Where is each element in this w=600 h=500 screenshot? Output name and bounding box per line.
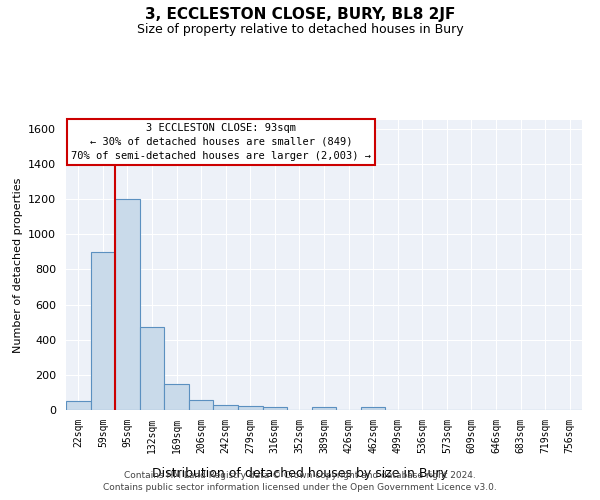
Bar: [91, 252, 115, 410]
Bar: [312, 408, 336, 410]
Y-axis label: Number of detached properties: Number of detached properties: [13, 178, 23, 352]
Bar: [263, 408, 287, 410]
Text: Distribution of detached houses by size in Bury: Distribution of detached houses by size …: [152, 467, 448, 480]
Bar: [238, 406, 263, 410]
Bar: [115, 199, 140, 410]
Bar: [164, 384, 189, 410]
Bar: [140, 328, 164, 410]
Text: Contains HM Land Registry data © Crown copyright and database right 2024.
Contai: Contains HM Land Registry data © Crown c…: [103, 471, 497, 492]
Bar: [361, 408, 385, 410]
Text: 3 ECCLESTON CLOSE: 93sqm
← 30% of detached houses are smaller (849)
70% of semi-: 3 ECCLESTON CLOSE: 93sqm ← 30% of detach…: [71, 123, 371, 161]
Bar: [189, 400, 214, 410]
Bar: [214, 404, 238, 410]
Text: Size of property relative to detached houses in Bury: Size of property relative to detached ho…: [137, 22, 463, 36]
Bar: [66, 401, 91, 410]
Text: 3, ECCLESTON CLOSE, BURY, BL8 2JF: 3, ECCLESTON CLOSE, BURY, BL8 2JF: [145, 8, 455, 22]
